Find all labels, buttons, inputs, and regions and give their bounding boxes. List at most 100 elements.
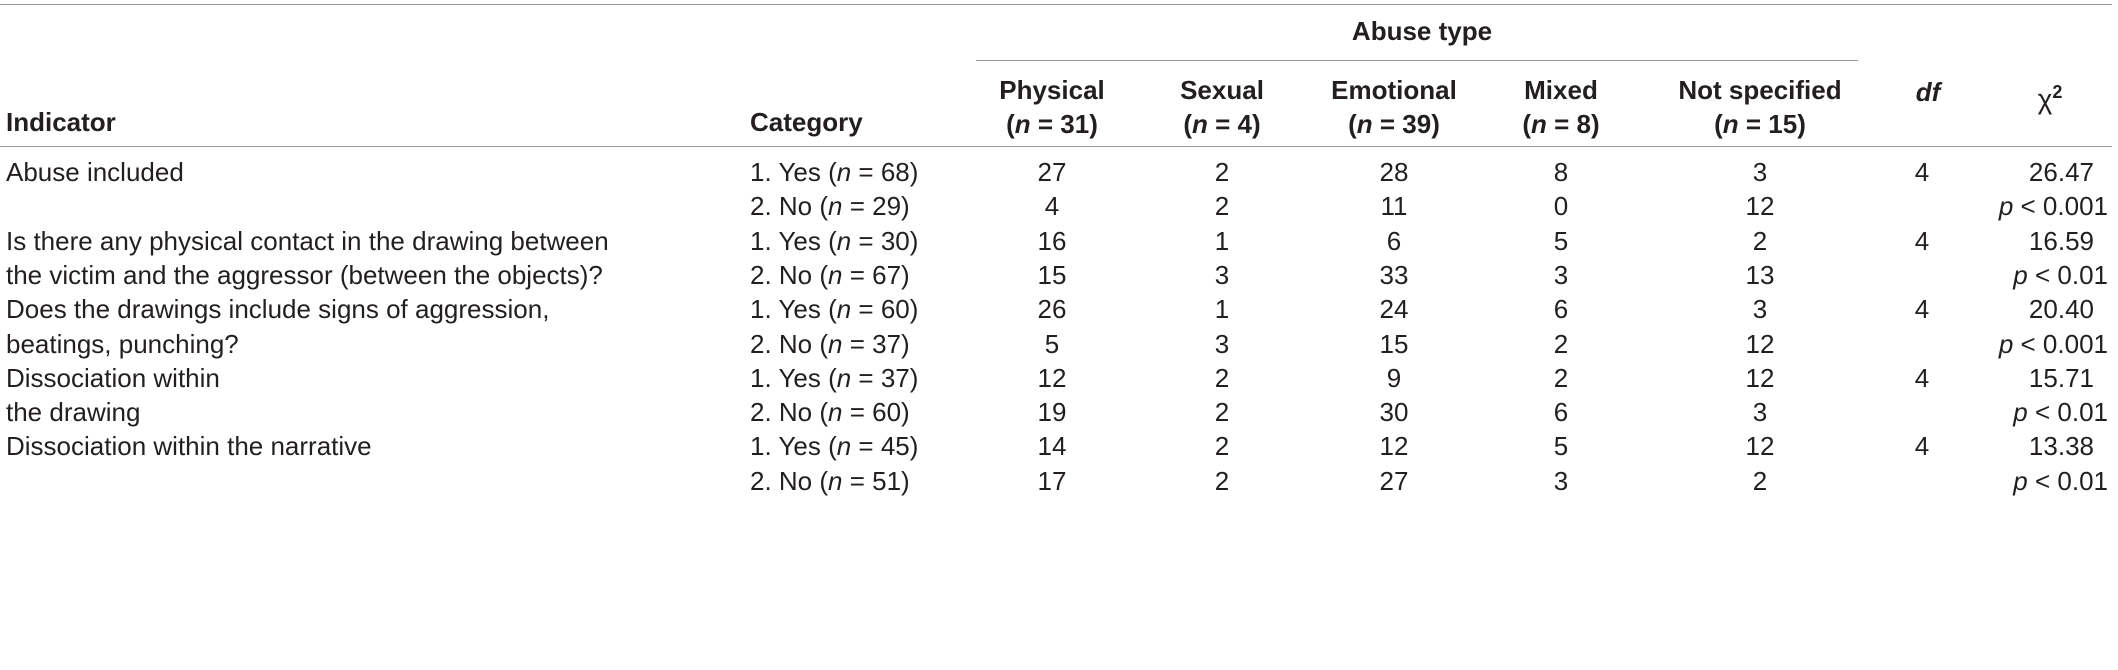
count-cell: 28 — [1379, 157, 1409, 187]
count-cell: 12 — [1745, 328, 1775, 359]
n-symbol: n — [1356, 109, 1373, 139]
n-symbol: n — [836, 294, 852, 325]
header-chi-square: χ2 — [2038, 75, 2063, 116]
count-cell: 26 — [1037, 294, 1067, 325]
df-cell: 4 — [1914, 157, 1930, 187]
count-cell: 5 — [1553, 431, 1569, 462]
count-cell: 4 — [1044, 191, 1060, 222]
category-label: 2. No (n = 67) — [750, 259, 910, 291]
column-header: Not specified (n = 15) — [1678, 73, 1841, 141]
n-symbol: n — [1531, 109, 1547, 139]
category-label: 1. Yes (n = 30) — [750, 225, 918, 257]
category-count: = 30) — [851, 225, 919, 256]
p-value: < 0.01 — [2034, 397, 2108, 428]
indicator-text: the victim and the aggressor (between th… — [6, 259, 603, 290]
indicator-text: Abuse included — [6, 157, 184, 187]
p-value-cell: p < 0.01 — [2013, 259, 2108, 291]
count-cell: 19 — [1037, 397, 1067, 428]
count-cell: 12 — [1745, 362, 1775, 393]
count-cell: 17 — [1037, 465, 1067, 496]
count-cell: 30 — [1379, 397, 1409, 428]
column-n: (n = 8) — [1522, 109, 1600, 139]
count-cell: 9 — [1386, 362, 1402, 393]
chi-square-cell: 26.47 — [2028, 157, 2094, 187]
count-cell: 6 — [1553, 397, 1569, 428]
category-count: = 37) — [842, 328, 910, 359]
chi-square-cell: 13.38 — [2028, 431, 2094, 462]
count-cell: 3 — [1553, 259, 1569, 290]
count-cell: 27 — [1379, 465, 1409, 496]
category-prefix: 2. No ( — [750, 397, 829, 428]
abuse-type-rule — [976, 60, 1858, 61]
count-cell: 3 — [1553, 465, 1569, 496]
chi-square-cell: 16.59 — [2028, 225, 2094, 256]
n-symbol: n — [836, 157, 852, 187]
count-cell: 3 — [1752, 294, 1768, 325]
column-name: Sexual — [1180, 75, 1264, 105]
column-name: Emotional — [1331, 75, 1457, 105]
indicator-text: the drawing — [6, 397, 141, 428]
category-count: = 51) — [842, 465, 910, 496]
category-prefix: 1. Yes ( — [750, 157, 837, 187]
count-cell: 2 — [1214, 465, 1230, 496]
count-cell: 24 — [1379, 294, 1409, 325]
category-prefix: 1. Yes ( — [750, 294, 837, 325]
count-cell: 5 — [1553, 225, 1569, 256]
n-value: = 39) — [1379, 109, 1440, 139]
n-symbol: n — [836, 431, 852, 462]
count-cell: 2 — [1752, 465, 1768, 496]
indicator-text: Is there any physical contact in the dra… — [6, 225, 609, 256]
p-value: < 0.01 — [2034, 259, 2108, 290]
count-cell: 3 — [1752, 397, 1768, 428]
count-cell: 6 — [1386, 225, 1402, 256]
chi-superscript: 2 — [2052, 82, 2063, 102]
count-cell: 11 — [1380, 191, 1408, 222]
count-cell: 1 — [1214, 294, 1230, 325]
count-cell: 12 — [1379, 431, 1409, 462]
category-count: = 68) — [851, 157, 919, 187]
top-rule — [0, 4, 2112, 5]
n-value: = 8) — [1554, 109, 1600, 139]
count-cell: 12 — [1037, 362, 1067, 393]
category-count: = 67) — [842, 259, 910, 290]
indicator-text: Does the drawings include signs of aggre… — [6, 294, 550, 325]
count-cell: 12 — [1745, 431, 1775, 462]
count-cell: 0 — [1553, 191, 1569, 222]
count-cell: 2 — [1752, 225, 1768, 256]
category-label: 1. Yes (n = 37) — [750, 362, 918, 394]
indicator-text: Dissociation within the narrative — [6, 431, 372, 462]
p-symbol: p — [1998, 328, 2014, 359]
n-value: = 15) — [1745, 109, 1806, 139]
count-cell: 27 — [1037, 157, 1067, 187]
count-cell: 8 — [1553, 157, 1569, 187]
chi-symbol: χ — [2037, 83, 2053, 115]
count-cell: 2 — [1214, 191, 1230, 222]
category-prefix: 2. No ( — [750, 465, 829, 496]
column-header: Emotional (n = 39) — [1331, 73, 1457, 141]
n-symbol: n — [828, 465, 843, 496]
column-n: (n = 4) — [1183, 109, 1261, 139]
n-symbol: n — [836, 362, 852, 393]
count-cell: 2 — [1214, 362, 1230, 393]
df-cell: 4 — [1914, 294, 1930, 325]
category-label: 2. No (n = 51) — [750, 465, 910, 497]
column-header: Physical (n = 31) — [999, 73, 1105, 141]
category-count: = 29) — [842, 191, 910, 222]
category-count: = 60) — [851, 294, 919, 325]
count-cell: 2 — [1553, 328, 1569, 359]
df-cell: 4 — [1914, 431, 1930, 462]
p-symbol: p — [2013, 465, 2028, 496]
count-cell: 2 — [1553, 362, 1569, 393]
column-n: (n = 39) — [1348, 109, 1440, 139]
category-label: 2. No (n = 37) — [750, 328, 910, 360]
count-cell: 3 — [1214, 328, 1230, 359]
p-symbol: p — [1998, 191, 2014, 222]
chi-square-cell: 15.71 — [2028, 362, 2094, 393]
category-prefix: 1. Yes ( — [750, 225, 837, 256]
category-count: = 60) — [842, 397, 910, 428]
df-cell: 4 — [1914, 225, 1930, 256]
column-header: Mixed (n = 8) — [1522, 73, 1599, 141]
count-cell: 13 — [1745, 259, 1775, 290]
count-cell: 33 — [1379, 259, 1409, 290]
